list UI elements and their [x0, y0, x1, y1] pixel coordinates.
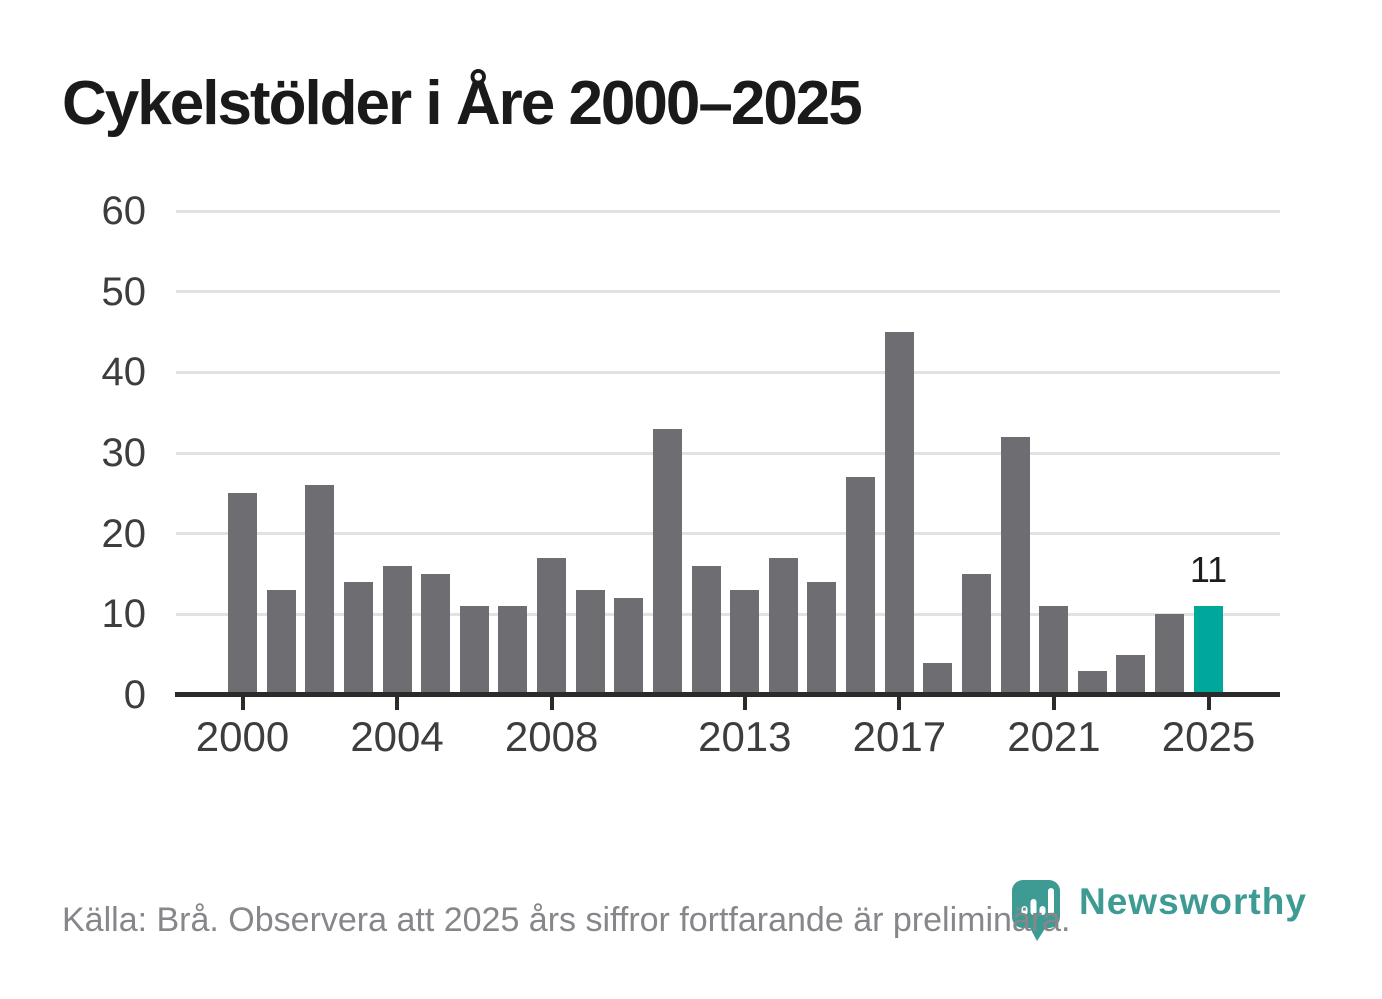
x-tick-2004 — [395, 697, 400, 710]
bar-2023 — [1116, 654, 1146, 695]
x-tick-label-2017: 2017 — [852, 713, 947, 760]
bar-2019 — [961, 574, 991, 695]
bar-2006 — [459, 606, 489, 695]
x-tick-label-2025: 2025 — [1161, 713, 1256, 760]
source-note: Källa: Brå. Observera att 2025 års siffr… — [62, 901, 1071, 939]
bar-2014 — [768, 557, 798, 695]
x-tick-2013 — [742, 697, 747, 710]
gridline-10 — [176, 612, 1280, 616]
bar-2024 — [1155, 614, 1184, 695]
y-tick-label-0: 0 — [123, 673, 146, 717]
x-tick-label-2013: 2013 — [698, 713, 792, 760]
x-tick-2017 — [897, 697, 902, 710]
gridline-20 — [176, 532, 1280, 536]
x-tick-2008 — [549, 697, 554, 710]
bar-2009 — [575, 590, 605, 695]
bar-2025 — [1193, 606, 1223, 695]
bar-2022 — [1077, 670, 1107, 695]
bar-2000 — [228, 493, 257, 695]
chart-title: Cykelstölder i Åre 2000–2025 — [62, 69, 863, 138]
bar-2011 — [652, 428, 682, 695]
bar-2013 — [730, 590, 760, 695]
y-tick-label-40: 40 — [101, 350, 147, 395]
newsworthy-logo-text: Newsworthy — [1079, 881, 1307, 922]
y-tick-label-20: 20 — [101, 511, 147, 556]
x-tick-label-2008: 2008 — [504, 713, 599, 760]
bar-2016 — [846, 477, 875, 695]
gridline-40 — [176, 370, 1280, 374]
x-tick-label-2000: 2000 — [195, 713, 290, 760]
gridline-50 — [176, 290, 1280, 294]
bar-series — [228, 211, 1223, 695]
bar-value-label: 11 — [1189, 549, 1228, 591]
y-tick-label-50: 50 — [101, 269, 147, 314]
x-tick-2000 — [240, 697, 245, 710]
x-tick-label-2021: 2021 — [1007, 713, 1101, 760]
bar-2020 — [1000, 436, 1030, 695]
bar-2002 — [305, 485, 335, 695]
x-axis-line — [175, 692, 1280, 697]
bar-2015 — [807, 582, 837, 695]
bar-2008 — [537, 557, 566, 695]
x-tick-2021 — [1051, 697, 1056, 710]
bar-2003 — [343, 582, 373, 695]
bar-2010 — [614, 598, 644, 695]
y-tick-label-60: 60 — [101, 189, 147, 233]
bar-2012 — [691, 565, 721, 695]
bar-2004 — [382, 565, 412, 695]
bar-2021 — [1039, 606, 1069, 695]
y-tick-label-10: 10 — [101, 592, 147, 637]
bar-2018 — [923, 662, 953, 695]
newsworthy-pin-barchart-icon — [1012, 880, 1060, 941]
y-tick-label-30: 30 — [101, 431, 147, 475]
bar-2017 — [884, 332, 914, 695]
x-tick-2025 — [1206, 697, 1211, 710]
bar-2001 — [266, 590, 296, 695]
newsworthy-logo: Newsworthy — [1010, 878, 1307, 942]
plot-area: 0 10 20 30 40 50 60 2000 2004 2008 2013 2017 2021 20… — [102, 190, 1280, 760]
gridline-30 — [176, 451, 1280, 455]
bar-2005 — [421, 574, 451, 695]
x-tick-label-2004: 2004 — [350, 713, 444, 760]
gridline-60 — [176, 209, 1280, 213]
bar-2007 — [498, 606, 528, 695]
